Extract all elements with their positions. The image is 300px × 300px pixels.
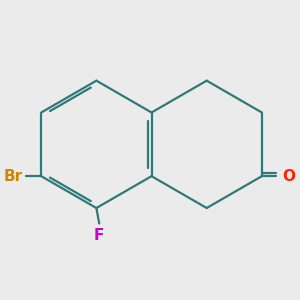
Text: O: O xyxy=(282,169,296,184)
Text: Br: Br xyxy=(4,169,23,184)
Text: F: F xyxy=(94,228,104,243)
